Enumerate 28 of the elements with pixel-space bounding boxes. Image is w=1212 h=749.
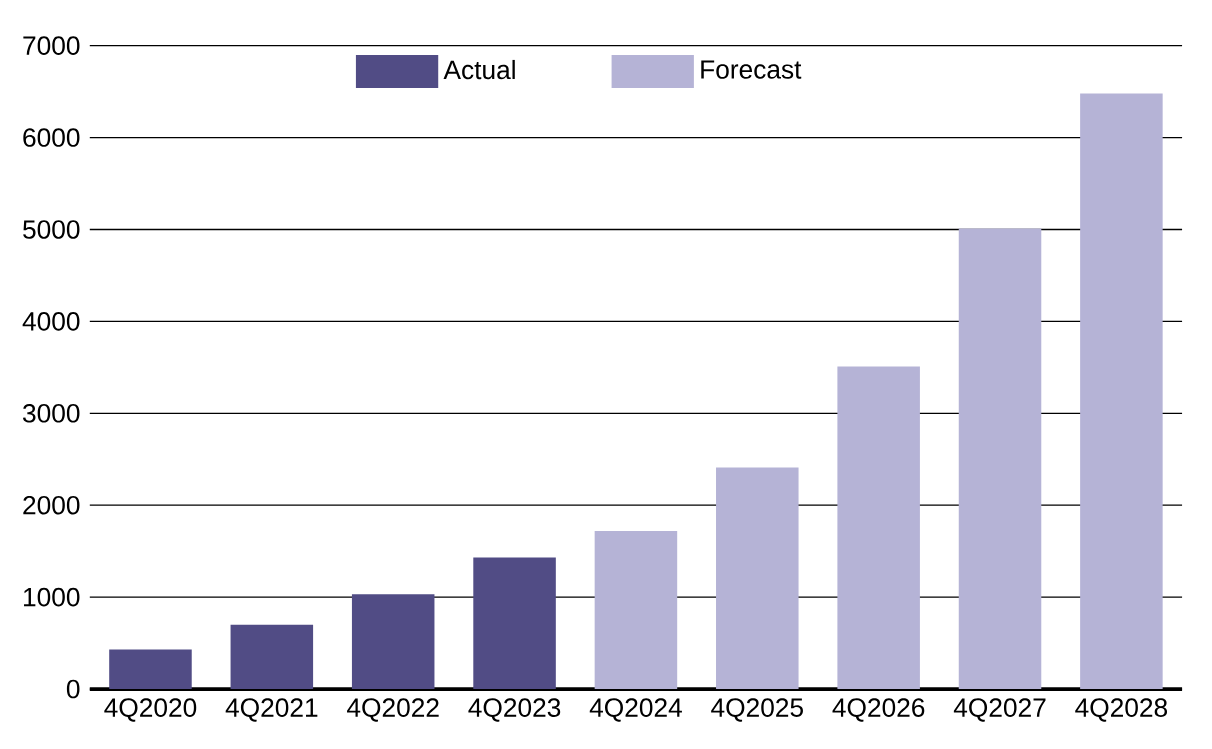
x-tick-label: 4Q2022 xyxy=(347,698,439,722)
bar xyxy=(473,557,556,690)
y-tick-label: 0 xyxy=(66,679,80,699)
bar xyxy=(837,366,920,690)
legend-label: Actual xyxy=(443,59,515,80)
x-tick-label: 4Q2025 xyxy=(711,698,803,722)
y-tick-label: 1000 xyxy=(24,587,80,607)
x-tick-label: 4Q2021 xyxy=(225,698,318,722)
bar xyxy=(351,594,435,690)
x-tick-label: 4Q2024 xyxy=(589,698,682,722)
legend-label: Forecast xyxy=(701,60,802,79)
y-tick-label: 6000 xyxy=(23,128,80,147)
bar xyxy=(594,531,678,690)
y-tick-label: 2000 xyxy=(23,495,80,515)
x-tick-label: 4Q2023 xyxy=(468,698,561,722)
y-tick-label: 7000 xyxy=(23,36,80,56)
x-tick-label: 4Q2026 xyxy=(832,698,925,722)
bar xyxy=(716,467,799,690)
bar xyxy=(1080,93,1163,690)
y-tick-label: 3000 xyxy=(22,404,80,423)
bar xyxy=(230,624,314,690)
x-tick-label: 4Q2028 xyxy=(1075,698,1168,722)
bar xyxy=(109,649,192,690)
x-tick-label: 4Q2020 xyxy=(104,698,197,722)
bar xyxy=(958,228,1042,690)
y-tick-label: 5000 xyxy=(23,220,80,239)
x-tick-label: 4Q2027 xyxy=(953,698,1046,722)
y-tick-label: 4000 xyxy=(22,312,80,331)
